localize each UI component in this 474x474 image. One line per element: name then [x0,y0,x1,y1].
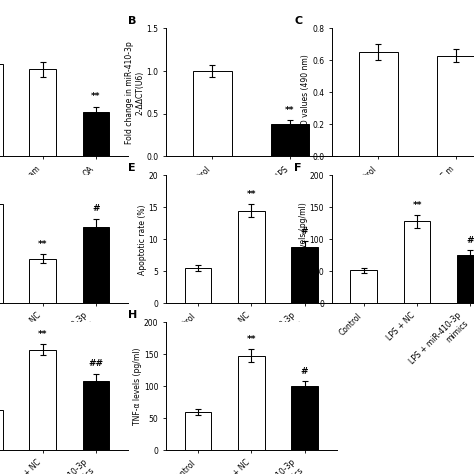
Bar [184,268,211,303]
Text: ##: ## [89,359,103,368]
Text: **: ** [412,201,422,210]
Bar [82,227,109,303]
Text: F: F [294,163,302,173]
Text: **: ** [91,92,101,101]
Bar [0,64,3,156]
Bar [193,71,232,156]
Text: #: # [92,204,100,213]
Text: H: H [128,310,137,319]
Text: **: ** [38,330,47,339]
Bar [0,410,3,450]
Text: **: ** [285,106,295,115]
Bar [291,386,318,450]
Text: E: E [128,163,136,173]
Bar [404,221,430,303]
Text: B: B [128,16,137,26]
Bar [457,255,474,303]
Bar [437,55,474,156]
Bar [238,356,264,450]
Bar [271,124,310,156]
Text: #: # [467,236,474,245]
Y-axis label: Fold change in miR-410-3p
2-ΔΔCT(U6): Fold change in miR-410-3p 2-ΔΔCT(U6) [125,41,144,144]
Text: #: # [301,367,308,376]
Bar [82,381,109,450]
Y-axis label: TNF-α levels (pg/ml): TNF-α levels (pg/ml) [133,347,142,425]
Text: **: ** [246,190,256,199]
Bar [29,69,56,156]
Y-axis label: Apoptotic rate (%): Apoptotic rate (%) [137,204,146,274]
Bar [350,270,377,303]
Bar [359,53,398,156]
Bar [29,259,56,303]
Bar [82,111,109,156]
Text: **: ** [246,335,256,344]
Bar [184,412,211,450]
Bar [291,247,318,303]
Bar [29,350,56,450]
Text: C: C [294,16,302,26]
Y-axis label: OD values (490 nm): OD values (490 nm) [301,54,310,131]
Bar [238,210,264,303]
Y-axis label: IL-1β levels (pg/ml): IL-1β levels (pg/ml) [299,202,308,276]
Text: #: # [301,227,308,236]
Text: **: ** [38,240,47,249]
Bar [0,204,3,303]
